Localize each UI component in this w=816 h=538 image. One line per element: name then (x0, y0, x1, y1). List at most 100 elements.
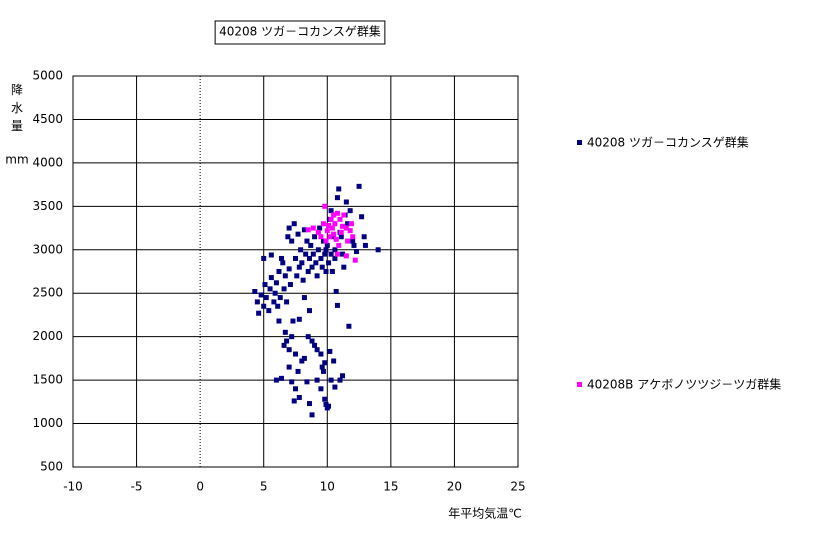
scatter-point (261, 303, 267, 309)
scatter-point (322, 396, 328, 402)
scatter-point (294, 273, 300, 279)
scatter-point (326, 403, 332, 409)
scatter-point (262, 282, 268, 288)
scatter-point (327, 234, 333, 240)
scatter-point (310, 251, 316, 257)
scatter-point (351, 242, 357, 248)
scatter-point (286, 266, 292, 272)
scatter-point (295, 231, 301, 237)
scatter-point (323, 247, 329, 253)
scatter-point (340, 251, 346, 257)
scatter-point (320, 221, 326, 227)
scatter-point (261, 255, 267, 261)
scatter-point (293, 255, 298, 261)
scatter-point (276, 318, 282, 324)
scatter-point (275, 303, 281, 309)
scatter-point (336, 186, 342, 192)
scatter-point (337, 377, 343, 383)
y-axis-label: 降水量 (11, 83, 23, 133)
scatter-point (309, 264, 315, 270)
scatter-point (299, 358, 305, 364)
scatter-point (314, 347, 320, 353)
scatter-point (347, 208, 353, 214)
scatter-point (282, 273, 288, 279)
scatter-point (314, 273, 320, 279)
scatter-point (290, 318, 296, 324)
scatter-point (323, 401, 329, 407)
scatter-point (354, 249, 360, 255)
y-tick-label: 3500 (32, 199, 63, 213)
scatter-point (338, 234, 344, 240)
scatter-point (331, 231, 337, 237)
chart-title: 40208 ツガ－コカンスゲ群集 (219, 24, 381, 39)
scatter-point (319, 364, 325, 370)
scatter-point (299, 260, 305, 266)
scatter-point (320, 368, 326, 374)
scatter-point (324, 242, 330, 248)
scatter-point (289, 379, 295, 385)
scatter-point (327, 348, 333, 354)
scatter-point (323, 269, 329, 274)
scatter-point (341, 264, 347, 270)
scatter-point (334, 210, 340, 216)
scatter-point (301, 227, 307, 233)
scatter-point (304, 238, 310, 244)
y-tick-label: 4000 (32, 155, 63, 169)
title-box (214, 20, 386, 45)
scatter-point (296, 316, 302, 322)
scatter-point (252, 288, 258, 294)
scatter-point (306, 401, 312, 407)
scatter-point (337, 216, 343, 222)
scatter-point (254, 299, 260, 305)
y-tick-label: 5000 (32, 69, 63, 83)
scatter-point (318, 351, 324, 357)
scatter-point (313, 260, 319, 266)
scatter-point (331, 234, 337, 240)
scatter-point (271, 299, 277, 305)
scatter-point (295, 368, 301, 374)
scatter-point (309, 412, 315, 418)
scatter-point (291, 221, 297, 227)
scatter-point (362, 242, 368, 248)
scatter-point (332, 384, 338, 390)
y-tick-label: 4500 (32, 112, 63, 126)
scatter-point (293, 386, 298, 392)
scatter-point (318, 386, 324, 392)
scatter-point (296, 264, 302, 270)
scatter-point (326, 222, 332, 228)
scatter-point (286, 364, 292, 370)
scatter-point (328, 251, 334, 257)
scatter-point (328, 377, 334, 383)
scatter-point (306, 308, 312, 314)
scatter-point (306, 255, 312, 261)
scatter-point (312, 342, 318, 348)
scatter-point (345, 221, 351, 227)
scatter-point (289, 334, 295, 340)
scatter-point (322, 360, 328, 366)
scatter-point (328, 216, 334, 222)
legend-marker (577, 382, 582, 387)
scatter-point (336, 242, 342, 248)
scatter-point (308, 242, 314, 248)
x-tick-label: 10 (320, 480, 335, 494)
scatter-point (305, 269, 311, 274)
scatter-point (317, 225, 323, 231)
scatter-point (343, 253, 349, 259)
x-tick-label: -10 (63, 480, 83, 494)
scatter-point (350, 238, 356, 244)
scatter-point (309, 338, 315, 344)
scatter-point (284, 338, 290, 344)
scatter-point (267, 286, 273, 292)
scatter-point (332, 247, 338, 253)
scatter-point (296, 394, 302, 400)
scatter-point (315, 247, 321, 253)
scatter-point (320, 238, 326, 244)
scatter-point (345, 238, 351, 244)
scatter-point (272, 290, 278, 296)
scatter-point (312, 234, 318, 240)
x-axis-label: 年平均気温℃ (448, 506, 521, 521)
scatter-point (352, 257, 358, 263)
scatter-point (266, 308, 272, 314)
scatter-point (287, 282, 293, 288)
